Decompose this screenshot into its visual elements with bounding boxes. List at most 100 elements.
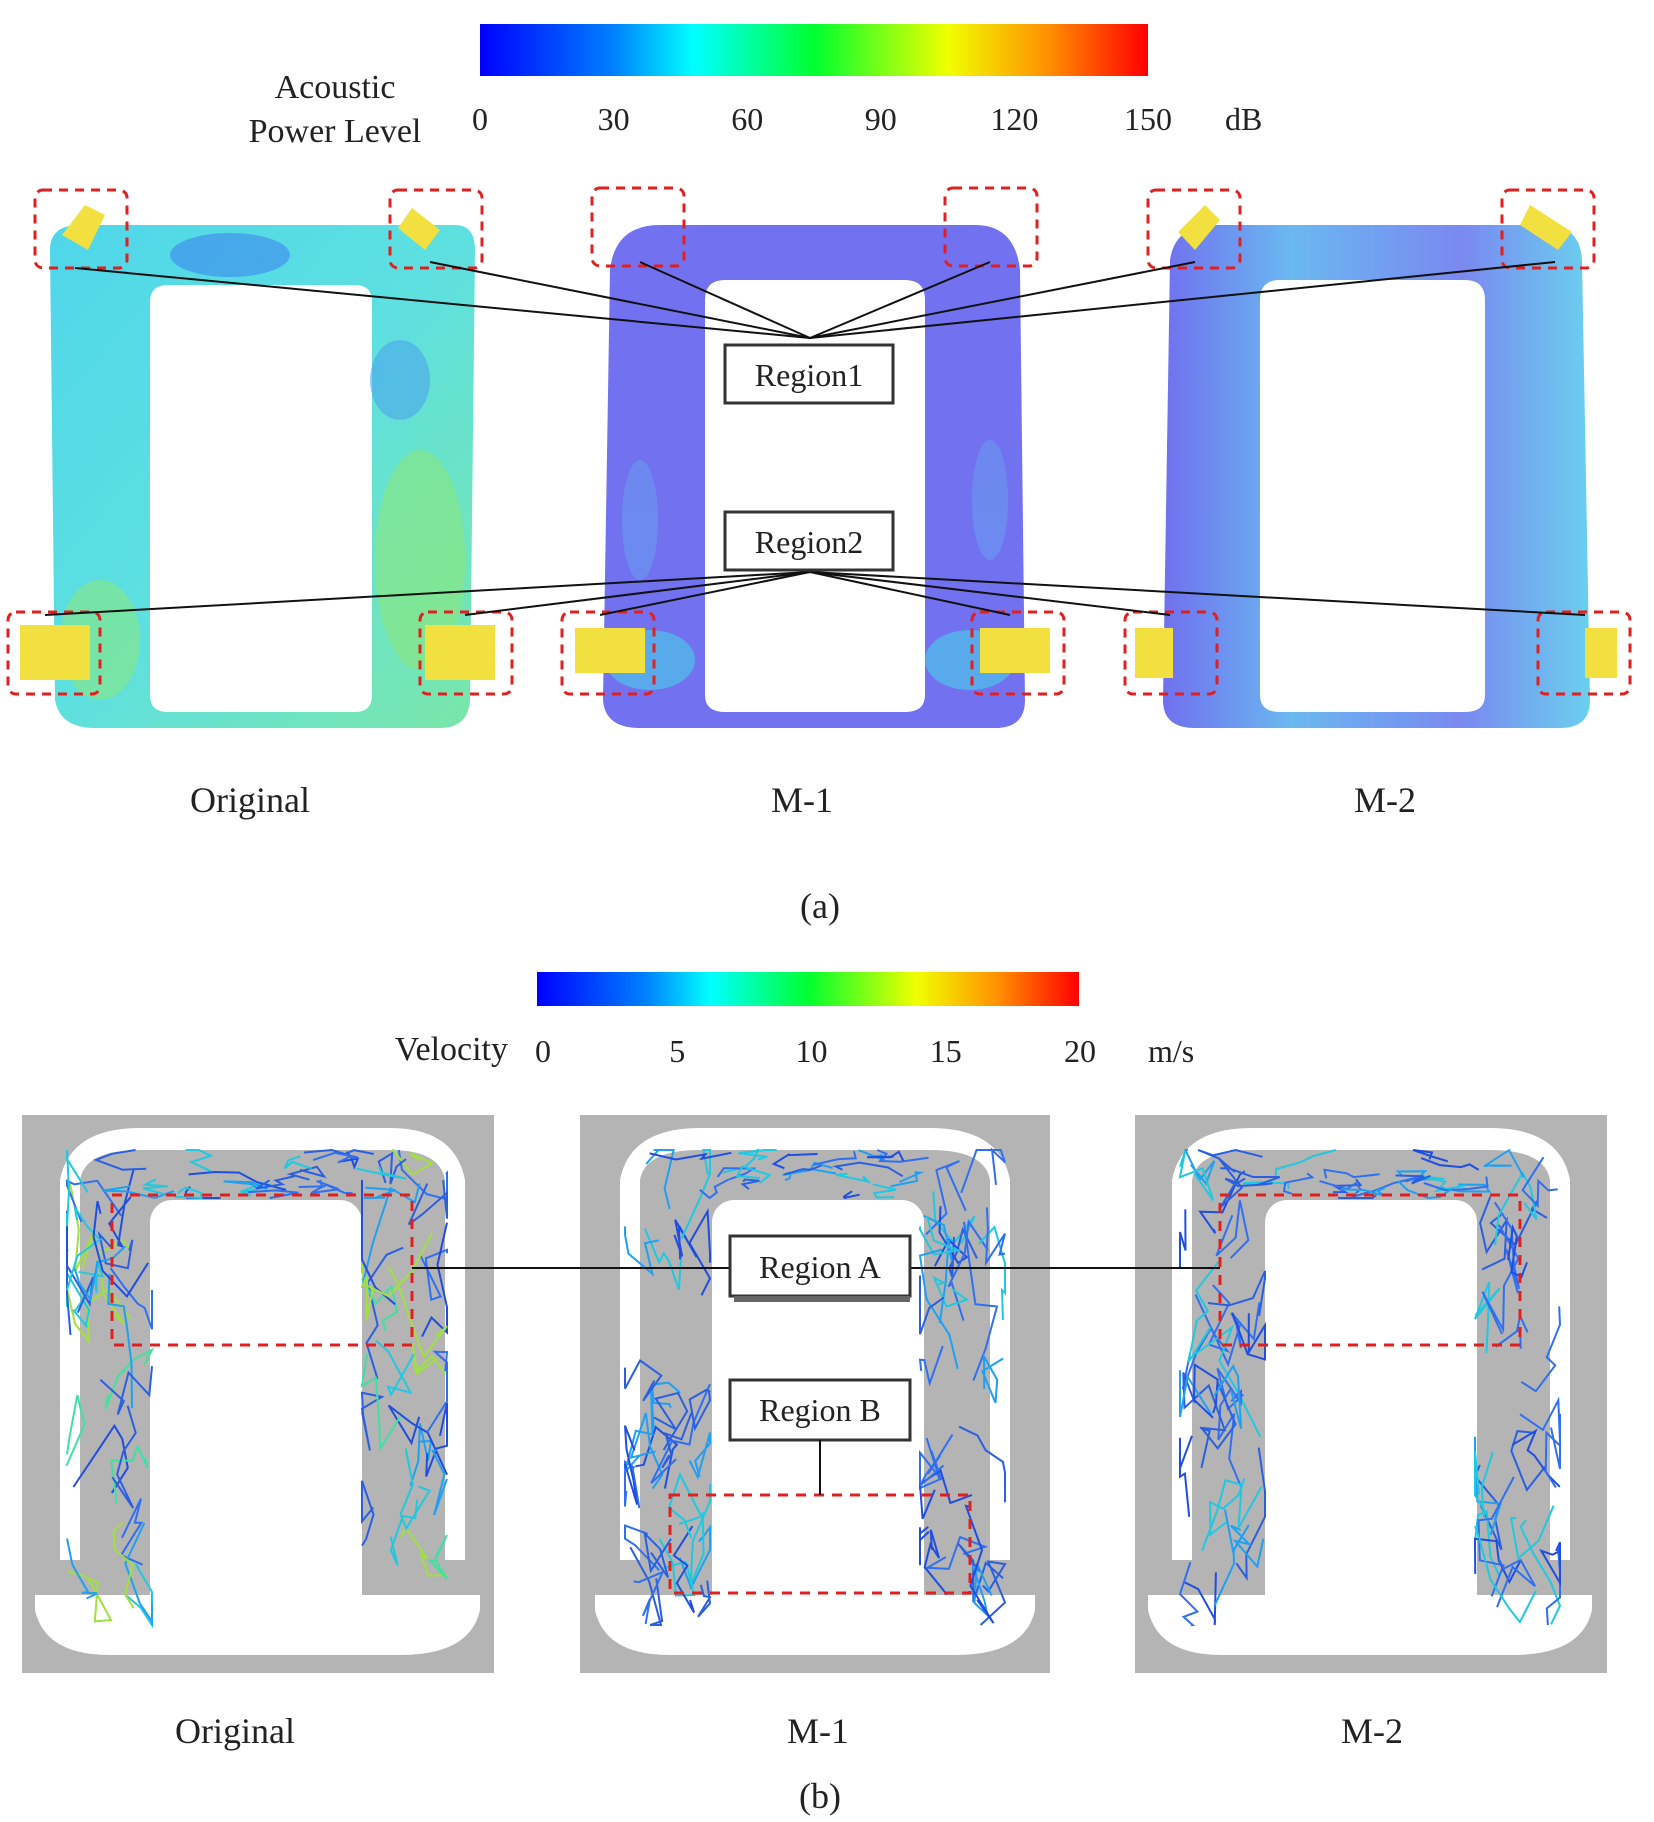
m2-streamline-top-2 <box>1323 1168 1380 1179</box>
region2-label-box: Region2 <box>723 510 895 572</box>
sound-source-m2-tr <box>1520 205 1572 250</box>
m1-streamline-top-8 <box>890 1171 925 1188</box>
m2-streamline-50 <box>1199 1381 1237 1469</box>
m1-streamline-12 <box>629 1412 664 1490</box>
original-streamline-5 <box>419 1248 448 1302</box>
velocity-core-original <box>150 1200 362 1635</box>
m2-streamline-18 <box>1178 1151 1215 1201</box>
colorbar-b: Velocity 0 5 10 15 20 m/s <box>395 972 1194 1069</box>
case-label-a-m1: M-1 <box>771 780 833 820</box>
highlight-box-m1-bl <box>560 610 656 696</box>
acoustic-case-original: Original <box>6 188 514 820</box>
original-streamline-39 <box>361 1179 396 1306</box>
case-label-b-m2: M-2 <box>1341 1711 1403 1751</box>
original-streamline-top-19 <box>312 1151 358 1164</box>
sound-source-original-tl <box>62 205 105 250</box>
m2-streamline-top-8 <box>1220 1167 1281 1187</box>
m2-streamline-53 <box>1509 1505 1555 1561</box>
m1-streamline-54 <box>643 1530 672 1578</box>
original-streamline-top-18 <box>255 1175 295 1190</box>
original-streamline-top-8 <box>247 1189 299 1199</box>
highlight-box-m1-tr <box>943 186 1039 268</box>
m1-streamline-28 <box>688 1388 712 1432</box>
m1-streamline-33 <box>919 1433 954 1487</box>
original-streamline-12 <box>110 1443 149 1504</box>
region-b-label-box: Region B <box>728 1378 912 1495</box>
region-a-label-box: Region A <box>728 1234 912 1302</box>
m2-streamline-top-19 <box>1338 1194 1377 1199</box>
acoustic-case-m1: M-1 <box>560 186 1066 820</box>
m1-streamline-16 <box>624 1524 660 1571</box>
original-streamline-top-0 <box>141 1178 168 1195</box>
m2-streamline-top-3 <box>1351 1175 1421 1198</box>
sound-source-m2-br <box>1585 628 1617 678</box>
colorbar-b-ticks: 0 5 10 15 20 <box>535 1033 1096 1069</box>
m2-streamline-27 <box>1474 1281 1501 1353</box>
m1-streamline-42 <box>624 1359 663 1402</box>
m1-streamline-10 <box>633 1570 665 1625</box>
acoustic-case-m2: M-2 <box>1123 188 1632 820</box>
panel-b-caption: (b) <box>799 1776 841 1816</box>
m1-streamline-30 <box>624 1425 639 1505</box>
velocity-cabin-outline-m2 <box>1148 1128 1592 1655</box>
m2-streamline-6 <box>1183 1149 1216 1186</box>
m2-streamline-33 <box>1520 1306 1562 1393</box>
original-streamline-9 <box>421 1222 448 1338</box>
original-streamline-11 <box>399 1526 447 1577</box>
colorbar-b-tick-0: 0 <box>535 1033 551 1069</box>
region1-label-box: Region1 <box>723 343 895 405</box>
original-streamline-3 <box>361 1277 399 1332</box>
original-streamline-30 <box>99 1366 153 1416</box>
original-streamline-37 <box>427 1534 448 1580</box>
colorbar-b-tick-1: 5 <box>669 1033 685 1069</box>
m2-streamline-16 <box>1187 1259 1221 1363</box>
m1-streamline-top-9 <box>876 1149 929 1163</box>
region2-label: Region2 <box>755 524 863 560</box>
m2-streamline-42 <box>1179 1435 1193 1517</box>
m2-streamline-top-4 <box>1274 1149 1337 1177</box>
m2-streamline-39 <box>1507 1224 1528 1279</box>
original-streamline-47 <box>361 1232 433 1298</box>
m2-streamline-top-7 <box>1412 1149 1449 1163</box>
m1-streamline-25 <box>923 1214 953 1324</box>
m1-streamline-5 <box>957 1543 1004 1603</box>
velocity-case-m2: M-2 <box>1135 1115 1607 1751</box>
original-streamline-16 <box>65 1394 86 1467</box>
highlight-box-m2-tl <box>1146 188 1242 270</box>
highlight-box-m2-tr <box>1500 188 1596 270</box>
original-streamline-top-15 <box>93 1149 147 1171</box>
region-a-box-original <box>110 1193 414 1347</box>
original-streamline-24 <box>124 1522 153 1625</box>
m2-streamline-11 <box>1519 1519 1562 1625</box>
m1-streamline-top-15 <box>813 1150 857 1166</box>
m1-streamline-43 <box>918 1248 959 1370</box>
original-streamline-35 <box>399 1448 431 1531</box>
colorbar-a-tick-5: 150 <box>1124 101 1172 137</box>
original-streamline-46 <box>66 1149 89 1227</box>
m1-streamline-31 <box>958 1425 1006 1503</box>
m1-streamline-14 <box>643 1228 683 1291</box>
colorbar-b-tick-2: 10 <box>796 1033 828 1069</box>
m2-streamline-top-14 <box>1197 1148 1263 1160</box>
m2-streamline-35 <box>1483 1148 1525 1178</box>
original-streamline-29 <box>361 1183 421 1288</box>
colorbar-a-tick-4: 120 <box>990 101 1038 137</box>
original-streamline-14 <box>104 1347 155 1410</box>
panel-a: Acoustic Power Level 0 30 60 90 120 150 dB Or… <box>6 24 1632 926</box>
original-streamline-top-14 <box>223 1180 268 1191</box>
m1-streamline-top-4 <box>649 1151 732 1161</box>
m1-streamline-top-17 <box>783 1164 822 1176</box>
highlight-box-m2-bl <box>1123 610 1219 696</box>
m2-streamline-21 <box>1510 1430 1546 1492</box>
m2-streamline-28 <box>1201 1479 1263 1551</box>
sound-source-original-tr <box>398 208 440 250</box>
m2-streamline-45 <box>1473 1537 1522 1584</box>
original-streamline-44 <box>107 1168 135 1249</box>
case-label-a-original: Original <box>190 780 310 820</box>
m1-streamline-51 <box>984 1207 1006 1267</box>
m1-streamline-52 <box>653 1391 689 1451</box>
colorbar-b-label: Velocity <box>395 1031 508 1068</box>
original-streamline-21 <box>387 1265 448 1359</box>
sound-source-original-br <box>425 625 495 680</box>
m2-streamline-4 <box>1209 1478 1246 1537</box>
